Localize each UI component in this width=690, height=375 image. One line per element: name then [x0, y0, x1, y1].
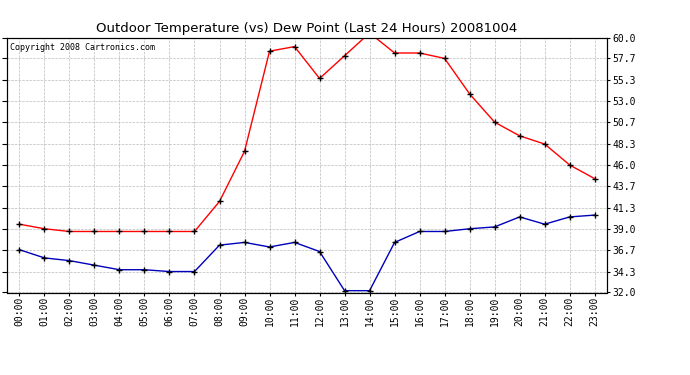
Text: Copyright 2008 Cartronics.com: Copyright 2008 Cartronics.com: [10, 43, 155, 52]
Title: Outdoor Temperature (vs) Dew Point (Last 24 Hours) 20081004: Outdoor Temperature (vs) Dew Point (Last…: [97, 22, 518, 35]
